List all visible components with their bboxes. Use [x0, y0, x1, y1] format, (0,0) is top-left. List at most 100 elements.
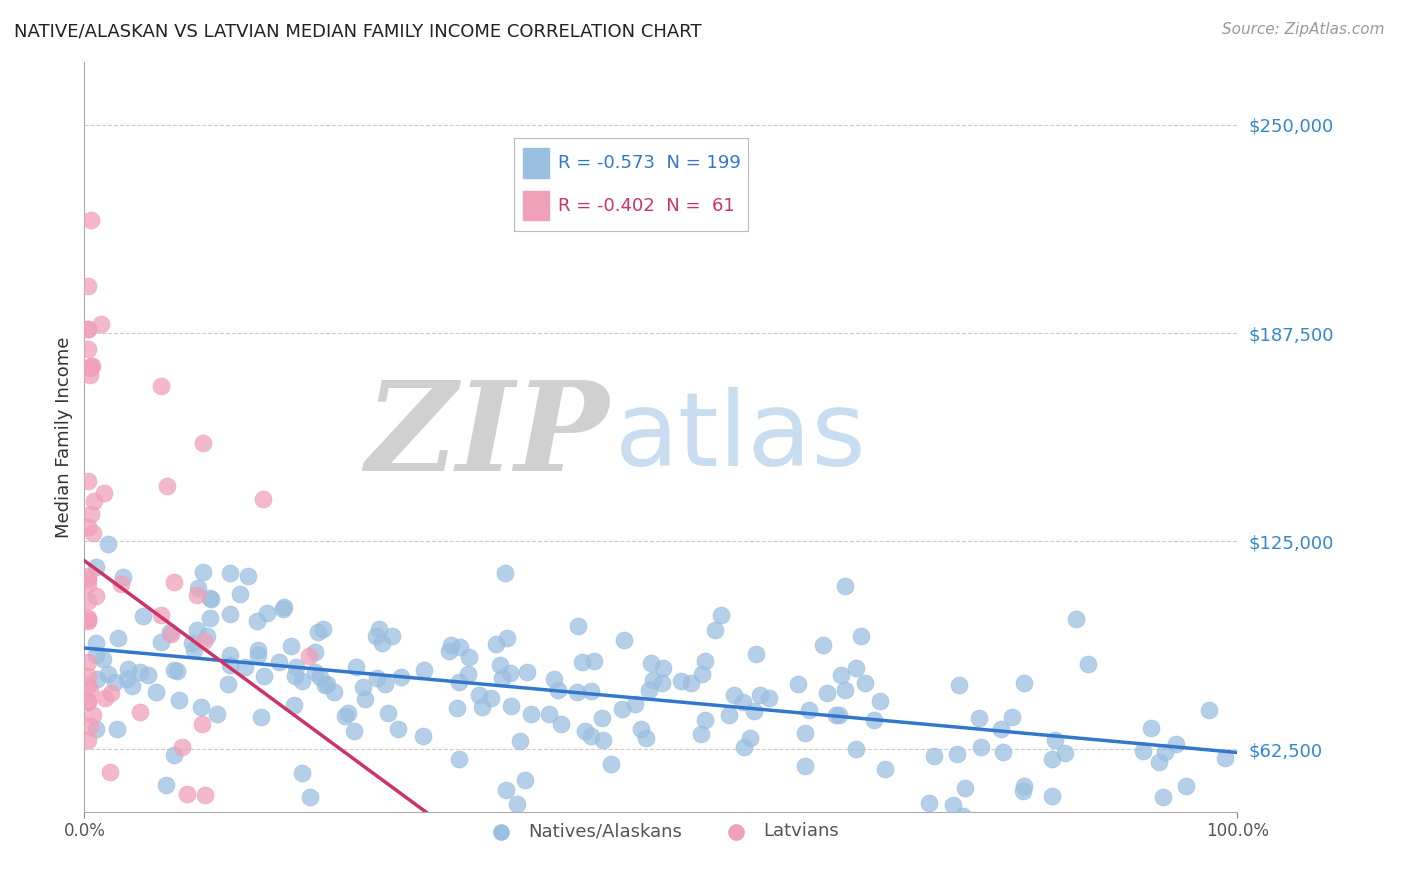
Point — [304, 645, 326, 659]
Point — [76, 322, 98, 336]
Point — [166, 665, 188, 679]
Bar — [523, 191, 548, 220]
Point — [76, 613, 98, 627]
Point — [845, 741, 868, 756]
Point — [946, 747, 969, 761]
Point — [82, 708, 104, 723]
Point — [516, 665, 538, 679]
Point — [1213, 750, 1236, 764]
Point — [952, 808, 974, 822]
Point — [91, 652, 114, 666]
Point — [692, 667, 714, 681]
Point — [252, 491, 274, 506]
Point — [343, 724, 366, 739]
Point — [115, 672, 138, 686]
Point — [110, 576, 132, 591]
Point — [273, 834, 295, 848]
Point — [758, 691, 780, 706]
Point — [200, 611, 222, 625]
Point — [190, 716, 212, 731]
Point — [76, 733, 98, 747]
Point — [731, 695, 754, 709]
Point — [579, 684, 602, 698]
Point — [76, 321, 98, 335]
Point — [105, 722, 128, 736]
Point — [1043, 732, 1066, 747]
Point — [723, 688, 745, 702]
Point — [458, 649, 481, 664]
Point — [643, 673, 665, 687]
Point — [76, 693, 98, 707]
Point — [198, 834, 221, 848]
Point — [233, 660, 256, 674]
Point — [797, 703, 820, 717]
Point — [494, 566, 516, 580]
Point — [1153, 746, 1175, 760]
Point — [155, 778, 177, 792]
Point — [1152, 789, 1174, 804]
Point — [509, 733, 531, 747]
Point — [1140, 721, 1163, 735]
Point — [1053, 746, 1076, 760]
Point — [457, 667, 479, 681]
Point — [183, 643, 205, 657]
Bar — [523, 148, 548, 178]
Point — [84, 723, 107, 737]
Point — [76, 678, 98, 692]
Point — [83, 494, 105, 508]
Point — [387, 722, 409, 736]
Point — [366, 671, 388, 685]
Point — [948, 678, 970, 692]
Point — [323, 685, 346, 699]
Point — [863, 714, 886, 728]
Point — [624, 697, 647, 711]
Point — [449, 675, 471, 690]
Point — [440, 639, 463, 653]
Point — [703, 623, 725, 637]
Text: R = -0.402  N =  61: R = -0.402 N = 61 — [558, 196, 735, 215]
Point — [669, 673, 692, 688]
Point — [942, 797, 965, 812]
Point — [253, 669, 276, 683]
Point — [297, 834, 319, 848]
Point — [853, 675, 876, 690]
Point — [1198, 704, 1220, 718]
Point — [468, 688, 491, 702]
Point — [163, 747, 186, 762]
Point — [513, 772, 536, 787]
Point — [76, 655, 98, 669]
Point — [1012, 784, 1035, 798]
Point — [599, 757, 621, 772]
Point — [94, 691, 117, 706]
Point — [90, 317, 112, 331]
Text: R = -0.573  N = 199: R = -0.573 N = 199 — [558, 154, 741, 172]
Point — [176, 787, 198, 801]
Point — [830, 668, 852, 682]
Point — [538, 706, 561, 721]
Point — [710, 608, 733, 623]
Point — [630, 723, 652, 737]
Point — [131, 608, 153, 623]
Point — [740, 731, 762, 746]
Point — [291, 766, 314, 780]
Point — [108, 834, 131, 848]
Point — [845, 661, 868, 675]
Point — [449, 752, 471, 766]
Point — [993, 745, 1015, 759]
Point — [733, 740, 755, 755]
Point — [160, 627, 183, 641]
Point — [1014, 676, 1036, 690]
Point — [186, 623, 208, 637]
Point — [567, 619, 589, 633]
Point — [250, 710, 273, 724]
Point — [76, 611, 98, 625]
Point — [875, 762, 897, 776]
Point — [186, 588, 208, 602]
Point — [76, 668, 98, 682]
Point — [195, 629, 218, 643]
Point — [953, 780, 976, 795]
Point — [107, 632, 129, 646]
Text: Source: ZipAtlas.com: Source: ZipAtlas.com — [1222, 22, 1385, 37]
Point — [117, 662, 139, 676]
Text: atlas: atlas — [614, 386, 866, 488]
